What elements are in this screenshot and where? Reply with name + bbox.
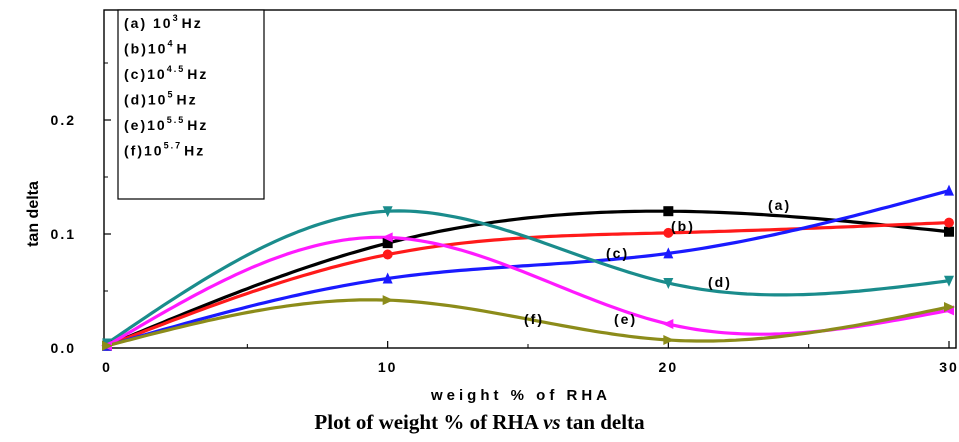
- data-point: [382, 249, 393, 260]
- data-point: [382, 238, 393, 249]
- x-tick-label: 30: [939, 359, 959, 375]
- series-markers: [101, 184, 955, 351]
- legend-entry: (b)104 H: [124, 39, 189, 57]
- caption-pre: Plot of weight % of RHA: [314, 410, 544, 434]
- data-point: [663, 278, 674, 290]
- series-line: [106, 209, 950, 345]
- x-tick-label: 0: [102, 359, 112, 375]
- data-point: [944, 275, 954, 287]
- figure-caption: Plot of weight % of RHA vs tan delta: [0, 410, 959, 435]
- data-point: [382, 272, 393, 284]
- plot-frame: [103, 9, 957, 349]
- y-axis-label: tan delta: [25, 181, 42, 247]
- data-point: [663, 335, 675, 346]
- series-curves: [106, 189, 950, 348]
- x-axis-label: weight % of RHA: [430, 387, 611, 404]
- legend-entry: (f)105.7 Hz: [124, 141, 205, 159]
- data-point: [382, 206, 393, 218]
- x-tick-label: 10: [378, 359, 398, 375]
- curve-label-c: (c): [606, 245, 629, 261]
- series-line: [106, 221, 950, 348]
- tan-delta-chart: 0 10 20 30 0.0 0.1 0.2 (a) 103 Hz (b)104 H (c)104.…: [25, 9, 959, 404]
- curve-label-f: (f): [524, 311, 544, 327]
- data-point: [662, 319, 674, 330]
- legend-entry: (d)105 Hz: [124, 90, 198, 108]
- legend-entry: (e)105.5 Hz: [124, 115, 208, 133]
- curve-label-e: (e): [614, 311, 637, 327]
- legend-box: [117, 9, 265, 200]
- data-point: [102, 340, 113, 351]
- data-point: [663, 247, 674, 259]
- curve-label-b: (b): [671, 218, 695, 234]
- legend-entry: (a) 103 Hz: [124, 13, 203, 31]
- y-tick-label: 0.2: [51, 112, 76, 128]
- data-point: [944, 301, 955, 312]
- data-point: [663, 206, 674, 217]
- series-line: [106, 189, 950, 348]
- legend: (a) 103 Hz (b)104 H (c)104.5 Hz (d)105 Hz (e)105…: [124, 13, 208, 159]
- data-point: [382, 295, 394, 306]
- curve-label-a: (a): [768, 197, 791, 213]
- data-point: [381, 232, 393, 243]
- series-line: [106, 298, 950, 348]
- curve-label-d: (d): [708, 274, 732, 290]
- x-tick-label: 20: [659, 359, 679, 375]
- caption-post: tan delta: [560, 410, 645, 434]
- y-tick-label: 0.1: [51, 226, 76, 242]
- data-point: [944, 184, 954, 196]
- y-tick-label: 0.0: [51, 340, 76, 356]
- data-point: [944, 226, 954, 237]
- data-point: [663, 227, 674, 238]
- caption-vs: vs: [543, 410, 561, 434]
- series-line: [106, 209, 950, 348]
- data-point: [944, 217, 954, 228]
- axis-ticks: 0 10 20 30 0.0 0.1 0.2: [51, 62, 959, 375]
- legend-entry: (c)104.5 Hz: [124, 64, 208, 82]
